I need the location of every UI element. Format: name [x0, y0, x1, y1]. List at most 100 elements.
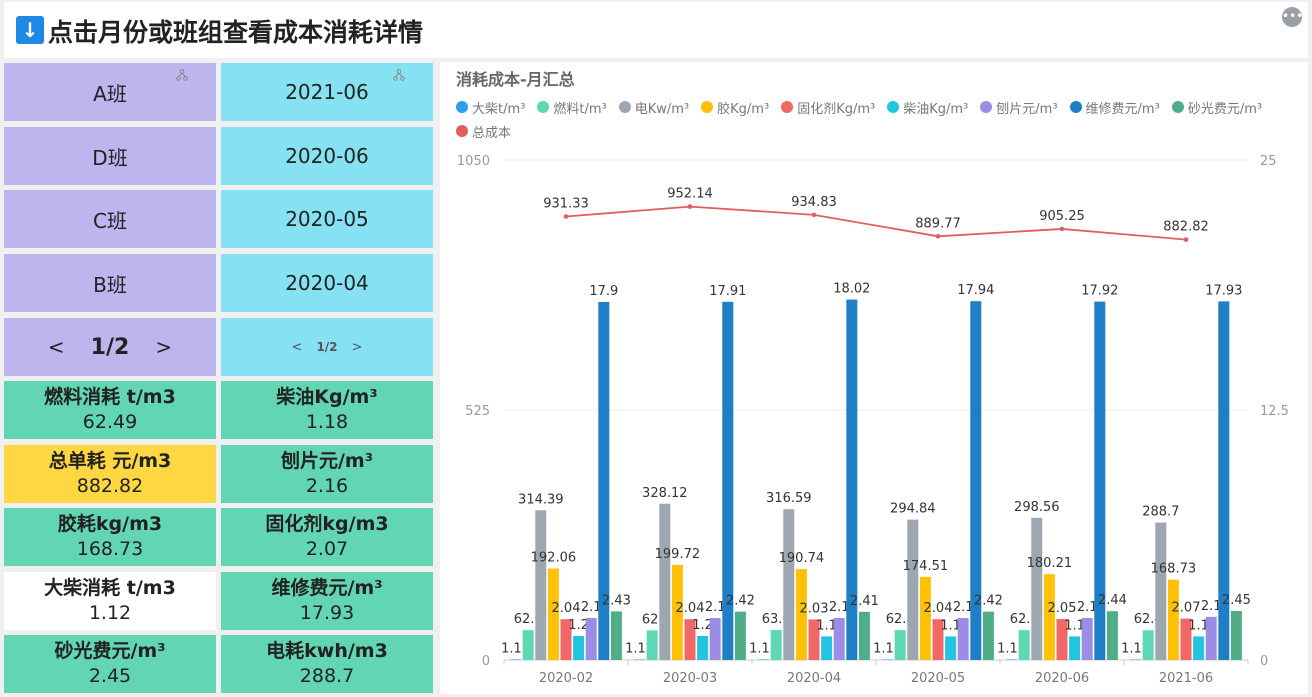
metric-value: 882.82 [76, 475, 144, 497]
x-tick-label: 2020-06 [1035, 671, 1089, 686]
metric-hardener: 固化剂kg/m3 2.07 [221, 508, 433, 566]
more-options-icon[interactable]: ••• [1282, 7, 1303, 27]
legend-item[interactable]: 固化剂Kg/m³ [781, 95, 875, 119]
data-label: 1.1 [816, 618, 837, 633]
metric-electricity: 电耗kwh/m3 288.7 [221, 635, 433, 693]
month-pager: < 1/2 > [221, 318, 433, 376]
data-label: 2.04 [924, 601, 953, 616]
data-label: 2.1 [1201, 599, 1222, 614]
metric-label: 砂光费元/m³ [54, 640, 166, 662]
metric-label: 柴油Kg/m³ [276, 386, 378, 408]
bar [560, 619, 572, 660]
month-tile-1[interactable]: 2020-06 [221, 127, 433, 185]
y-left-tick-label: 525 [465, 404, 490, 419]
data-label: 190.74 [779, 551, 825, 566]
data-label: 17.93 [1205, 283, 1242, 298]
line-data-label: 934.83 [791, 195, 837, 210]
metric-value: 288.7 [299, 665, 355, 687]
data-label: 2.41 [850, 594, 879, 609]
legend-dot-icon [1171, 101, 1184, 113]
metric-label: 燃料消耗 t/m3 [44, 386, 176, 408]
bar [808, 619, 820, 660]
page-header: ↓ 点击月份或班组查看成本消耗详情 ••• [4, 2, 1308, 58]
pager-page-indicator: 1/2 [316, 340, 338, 354]
metric-value: 17.93 [299, 602, 355, 624]
line-point [811, 212, 817, 218]
y-left-tick-label: 1050 [457, 154, 490, 169]
line-point [1059, 226, 1065, 232]
bar [758, 659, 770, 660]
team-label: C班 [93, 208, 127, 233]
team-tile-0[interactable]: A班 [4, 63, 216, 121]
bar [697, 636, 709, 660]
pager-next-button[interactable]: > [155, 335, 173, 359]
legend-dot-icon [456, 125, 468, 137]
legend-item[interactable]: 总成本 [456, 119, 511, 143]
bar [982, 611, 994, 660]
data-label: 180.21 [1027, 556, 1073, 571]
data-label: 1.1 [1188, 618, 1209, 633]
data-label: 1.1 [1064, 618, 1085, 633]
bar [846, 299, 858, 660]
bar [1094, 301, 1106, 660]
bar [1130, 659, 1142, 660]
bar [833, 618, 845, 660]
x-tick-label: 2020-04 [787, 671, 841, 686]
data-label: 2.1 [581, 600, 602, 615]
data-label: 2.1 [953, 600, 974, 615]
data-label: 62. [642, 612, 663, 627]
month-label: 2020-04 [285, 271, 369, 295]
y-left-tick-label: 0 [482, 654, 490, 669]
bar [671, 564, 683, 660]
data-label: 1.1 [940, 618, 961, 633]
team-tile-3[interactable]: B班 [4, 254, 216, 312]
month-tile-0[interactable]: 2021-06 [221, 63, 433, 121]
line-data-label: 889.77 [915, 216, 961, 231]
legend-item[interactable]: 胶Kg/m³ [701, 95, 769, 119]
y-right-tick-label: 25 [1260, 154, 1277, 169]
data-label: 2.44 [1098, 593, 1127, 608]
legend-dot-icon [701, 101, 714, 113]
hierarchy-icon[interactable] [393, 69, 405, 81]
legend-item[interactable]: 维修费元/m³ [1069, 95, 1160, 119]
bar [783, 509, 795, 660]
bar [659, 503, 671, 660]
arrow-down-icon: ↓ [16, 16, 44, 44]
legend-item[interactable]: 电Kw/m³ [618, 95, 690, 119]
bar [646, 630, 658, 660]
y-right-tick-label: 12.5 [1260, 404, 1289, 419]
bar [722, 301, 734, 660]
pager-prev-button[interactable]: < [291, 339, 303, 355]
legend-item[interactable]: 柴油Kg/m³ [887, 95, 968, 119]
pager-next-button[interactable]: > [351, 339, 363, 355]
month-tile-2[interactable]: 2020-05 [221, 190, 433, 248]
bar [1069, 636, 1081, 660]
pager-prev-button[interactable]: < [47, 335, 65, 359]
legend-item[interactable]: 刨片元/m³ [980, 95, 1058, 119]
metric-label: 刨片元/m³ [280, 450, 374, 472]
data-label: 2.42 [974, 594, 1003, 609]
data-label: 2.45 [1222, 593, 1251, 608]
legend-label: 电Kw/m³ [634, 101, 690, 117]
data-label: 192.06 [531, 551, 577, 566]
line-point [687, 204, 693, 209]
metric-diesel: 柴油Kg/m³ 1.18 [221, 381, 433, 439]
bar [957, 618, 969, 660]
legend-item[interactable]: 大柴t/m³ [456, 95, 525, 119]
team-label: B班 [93, 272, 127, 297]
hierarchy-icon[interactable] [176, 69, 188, 81]
team-tile-1[interactable]: D班 [4, 127, 216, 185]
metric-maintenance: 维修费元/m³ 17.93 [221, 572, 433, 630]
bar [970, 301, 982, 660]
data-label: 2.1 [1077, 600, 1098, 615]
bar [1205, 616, 1217, 660]
legend-item[interactable]: 砂光费元/m³ [1171, 95, 1262, 119]
legend-item[interactable]: 燃料t/m³ [537, 95, 607, 119]
data-label: 174.51 [903, 559, 949, 574]
data-label: 2.1 [705, 600, 726, 615]
bar [907, 519, 919, 660]
bar [535, 510, 547, 660]
team-tile-2[interactable]: C班 [4, 190, 216, 248]
month-tile-3[interactable]: 2020-04 [221, 254, 433, 312]
bar [1056, 619, 1068, 660]
